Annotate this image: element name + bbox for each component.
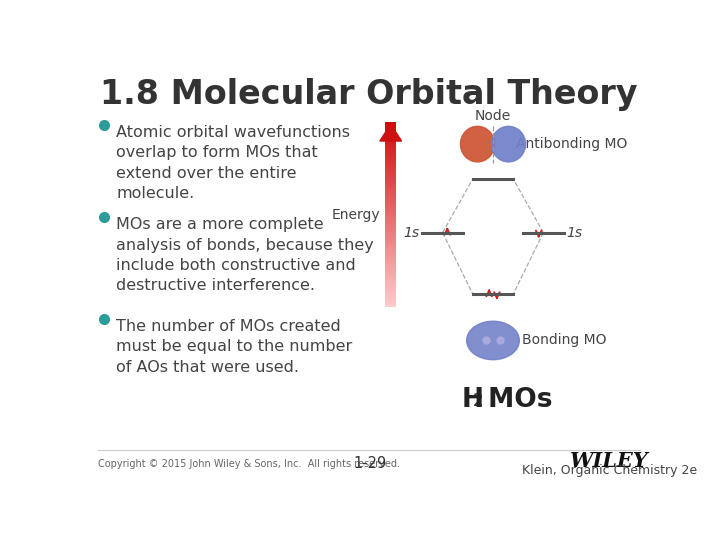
Text: The number of MOs created
must be equal to the number
of AOs that were used.: The number of MOs created must be equal … xyxy=(117,319,353,375)
Text: WILEY: WILEY xyxy=(570,451,649,471)
Text: Bonding MO: Bonding MO xyxy=(523,334,607,347)
Text: Node: Node xyxy=(475,109,511,123)
Text: 1s: 1s xyxy=(567,226,582,240)
Ellipse shape xyxy=(492,126,526,162)
Ellipse shape xyxy=(467,321,519,360)
Text: MOs: MOs xyxy=(479,387,552,413)
Text: 1-29: 1-29 xyxy=(354,456,387,471)
Text: Energy: Energy xyxy=(331,208,380,222)
Text: MOs are a more complete
analysis of bonds, because they
include both constructiv: MOs are a more complete analysis of bond… xyxy=(117,217,374,293)
Text: H: H xyxy=(462,387,484,413)
Text: Antibonding MO: Antibonding MO xyxy=(516,137,628,151)
Text: Klein, Organic Chemistry 2e: Klein, Organic Chemistry 2e xyxy=(522,464,697,477)
Polygon shape xyxy=(380,124,402,141)
Text: 2: 2 xyxy=(473,392,483,410)
Text: Copyright © 2015 John Wiley & Sons, Inc.  All rights reserved.: Copyright © 2015 John Wiley & Sons, Inc.… xyxy=(98,458,400,469)
Text: Atomic orbital wavefunctions
overlap to form MOs that
extend over the entire
mol: Atomic orbital wavefunctions overlap to … xyxy=(117,125,351,201)
Text: 1s: 1s xyxy=(403,226,419,240)
Text: 1.8 Molecular Orbital Theory: 1.8 Molecular Orbital Theory xyxy=(100,78,638,111)
Ellipse shape xyxy=(461,126,495,162)
